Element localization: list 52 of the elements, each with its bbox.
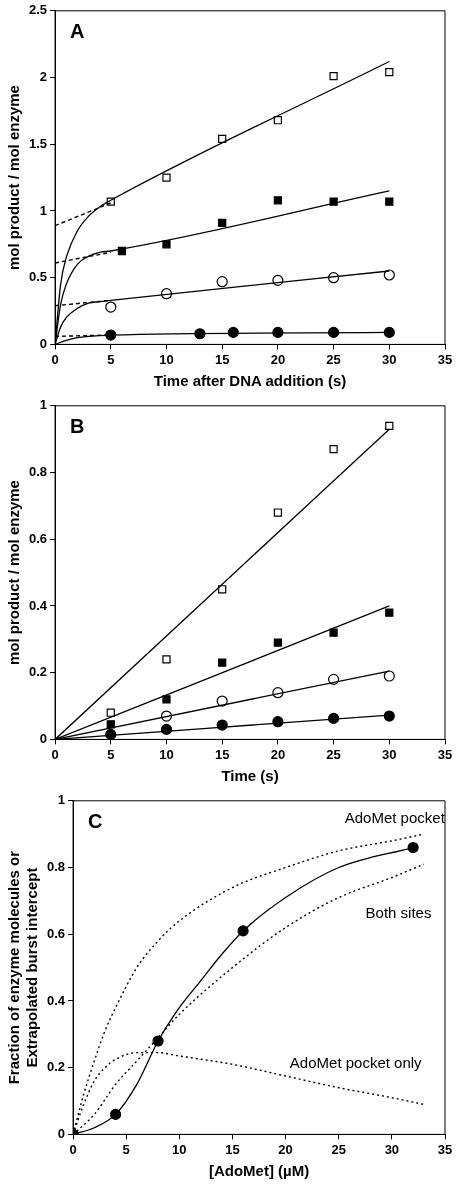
y-tick-label: 0.2: [28, 664, 48, 680]
x-axis-title: Time (s): [221, 767, 279, 785]
x-tick-label: 15: [214, 746, 230, 762]
y-tick-label: 0: [57, 1125, 66, 1141]
x-tick-label: 0: [69, 1141, 77, 1157]
x-tick-label: 20: [270, 351, 286, 367]
y-tick-label: 2.5: [28, 2, 48, 18]
annotation: Both sites: [365, 904, 432, 922]
x-tick-label: 30: [384, 1141, 400, 1157]
x-tick-label: 20: [270, 746, 286, 762]
x-tick-label: 10: [159, 351, 174, 367]
x-tick-label: 35: [437, 746, 453, 762]
y-tick-label: 0.4: [46, 992, 66, 1008]
x-axis-title: Time after DNA addition (s): [153, 372, 347, 390]
y-tick-label: 0.8: [46, 859, 66, 875]
y-tick-label: 0.4: [28, 597, 48, 613]
y-axis-title: mol product / mol enzyme: [5, 85, 23, 271]
x-tick-label: 30: [382, 351, 397, 367]
annotation: A: [70, 20, 85, 43]
x-tick-label: 5: [107, 746, 115, 762]
y-axis-title: Fraction of enzyme molecules or Extrapolated burst intercept: [5, 850, 41, 1085]
y-tick-label: 1: [57, 792, 66, 808]
annotation: AdoMet pocket only: [289, 1054, 423, 1072]
y-tick-label: 0.6: [28, 530, 48, 546]
x-tick-label: 25: [326, 746, 341, 762]
x-tick-label: 5: [107, 351, 115, 367]
y-tick-label: 0: [39, 730, 48, 746]
x-tick-label: 15: [214, 351, 230, 367]
x-tick-label: 25: [326, 351, 341, 367]
annotation: AdoMet pocket: [344, 809, 446, 827]
x-tick-label: 20: [278, 1141, 293, 1157]
x-axis-title: [AdoMet] (µM): [208, 1162, 310, 1180]
x-tick-label: 5: [122, 1141, 130, 1157]
x-tick-label: 10: [172, 1141, 187, 1157]
y-tick-label: 0.2: [46, 1059, 66, 1075]
y-tick-label: 1.5: [28, 135, 48, 151]
y-tick-label: 0.5: [28, 269, 48, 285]
y-tick-label: 0.6: [46, 925, 66, 941]
y-tick-label: 0: [39, 335, 48, 351]
y-axis-title: mol product / mol enzyme: [5, 480, 23, 666]
x-tick-label: 10: [159, 746, 174, 762]
y-tick-label: 1: [39, 202, 48, 218]
x-tick-label: 25: [331, 1141, 346, 1157]
annotation: B: [70, 415, 85, 438]
x-tick-label: 35: [437, 1141, 453, 1157]
y-tick-label: 1: [39, 397, 48, 413]
x-tick-label: 30: [382, 746, 397, 762]
y-tick-label: 2: [39, 69, 48, 85]
x-tick-label: 15: [225, 1141, 240, 1157]
y-tick-label: 0.8: [28, 464, 48, 480]
annotation: C: [88, 810, 103, 833]
x-tick-label: 35: [437, 351, 453, 367]
